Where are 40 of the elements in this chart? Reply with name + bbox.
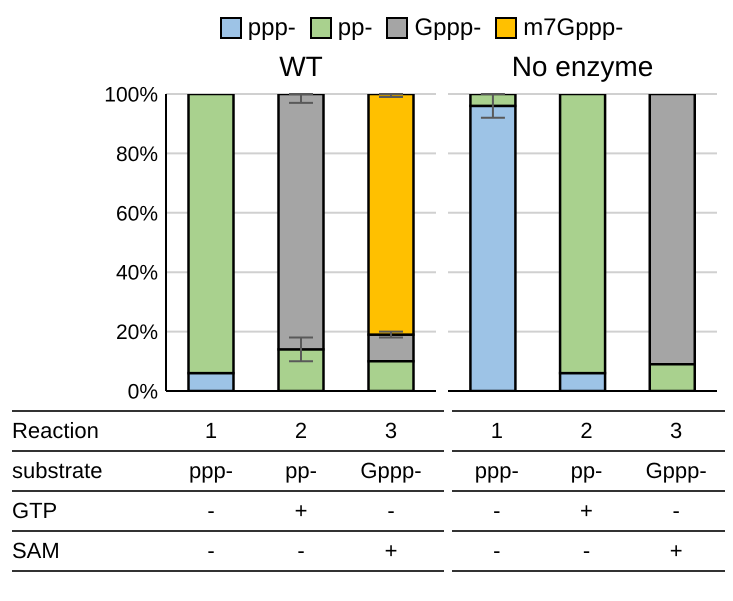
chart-title: No enzyme (510, 50, 654, 84)
y-tick-label: 100% (104, 83, 158, 106)
text: pp- (570, 458, 604, 484)
x-tick-label: 3 (384, 418, 398, 444)
y-tick-label: 80% (116, 142, 158, 166)
text: - (492, 498, 502, 524)
text: Gppp- (359, 458, 423, 484)
legend-label: m7Gppp- (523, 14, 624, 42)
text: + (668, 538, 684, 564)
legend-label: Gppp- (414, 14, 482, 42)
text: pp- (284, 458, 318, 484)
text: + (294, 498, 308, 524)
x-tick-label: 2 (294, 418, 308, 444)
text: Gppp- (644, 458, 708, 484)
x-tick-label: 3 (669, 418, 684, 444)
text: - (386, 498, 396, 524)
legend-label: ppp- (248, 14, 296, 42)
legend-label: pp- (338, 14, 372, 42)
y-tick-label: 0% (128, 380, 158, 404)
chart-title: WT (278, 50, 324, 84)
text: - (492, 538, 502, 564)
text: substrate (12, 458, 104, 484)
text: + (384, 538, 398, 564)
text: + (579, 498, 594, 524)
y-tick-label: 40% (116, 262, 158, 285)
text: - (206, 538, 216, 564)
text: ppp- (188, 458, 234, 484)
text: ppp- (474, 458, 520, 484)
x-tick-label: 1 (204, 418, 218, 444)
text: - (671, 498, 681, 524)
y-tick-label: 20% (116, 321, 158, 344)
x-tick-label: 1 (490, 418, 504, 444)
text: SAM (12, 538, 61, 564)
y-tick-label: 60% (116, 202, 158, 226)
text: - (206, 498, 216, 524)
x-tick-label: 2 (579, 418, 594, 444)
text: - (296, 538, 306, 564)
x-axis-title: Reaction (12, 418, 100, 444)
text: GTP (12, 498, 58, 524)
text: - (582, 538, 592, 564)
